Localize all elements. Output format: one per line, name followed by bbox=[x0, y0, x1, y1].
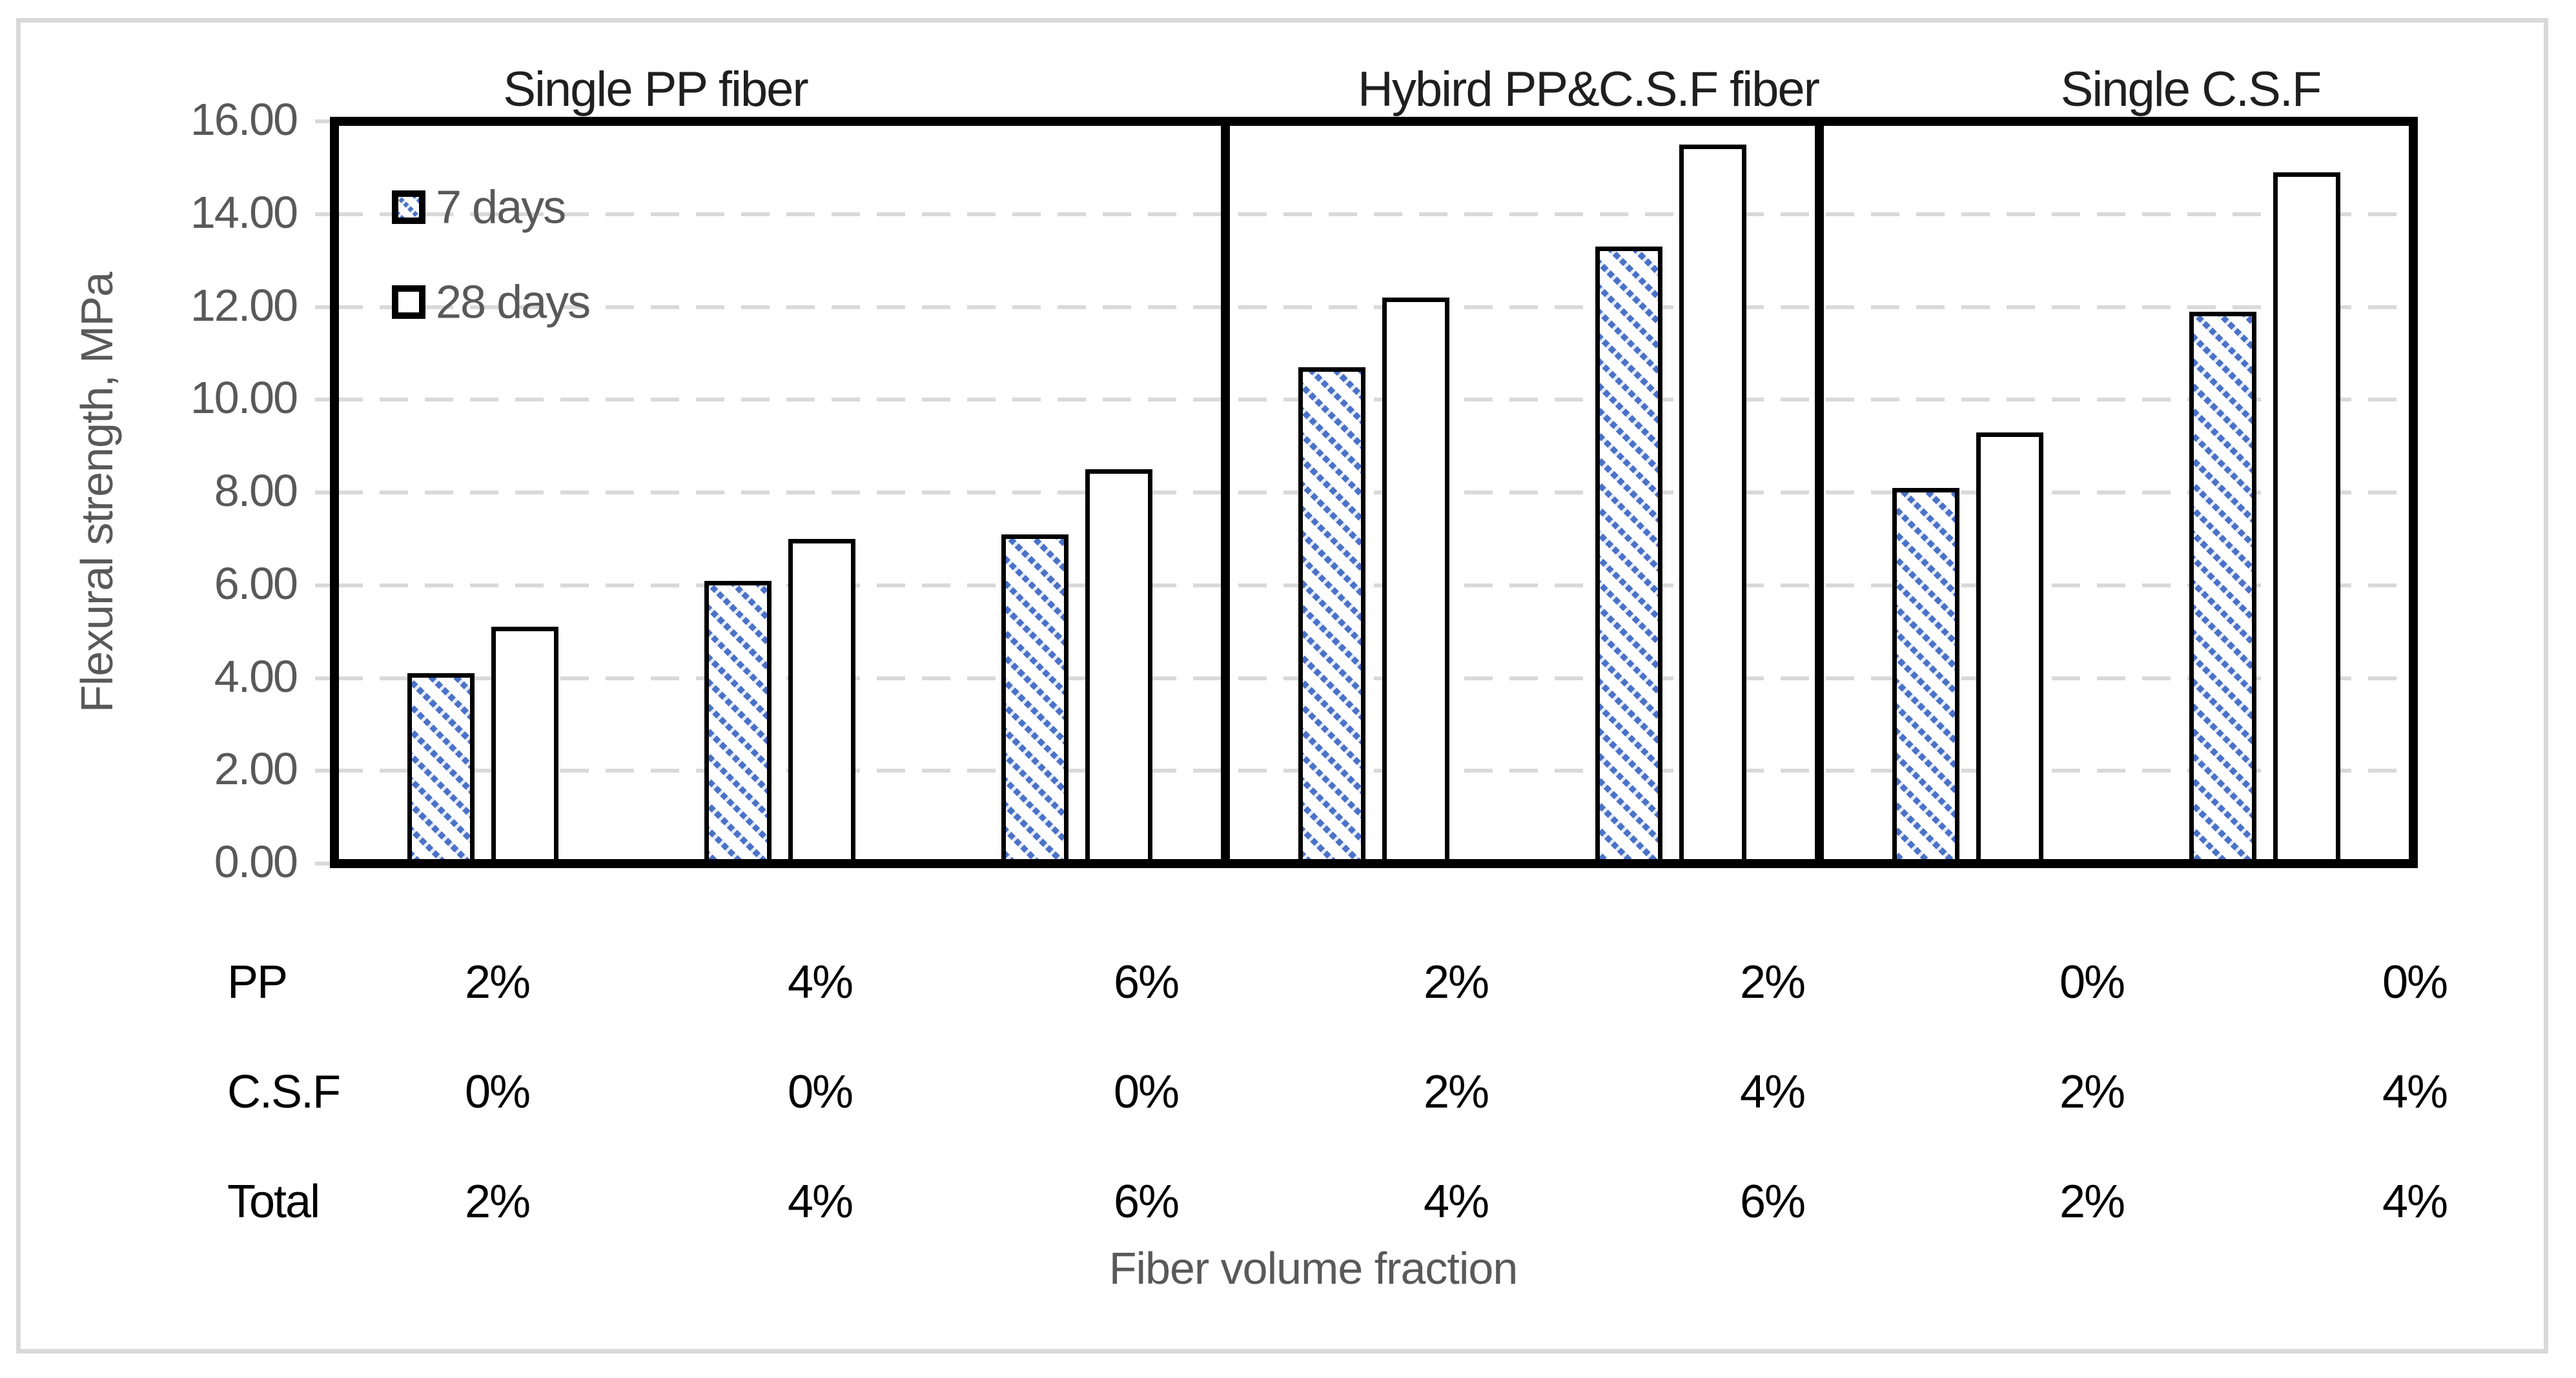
bar-28-days-category-6 bbox=[1976, 432, 2043, 864]
legend-swatch-7-days-hatch-icon bbox=[392, 190, 425, 224]
bar-7-days-category-4 bbox=[1298, 367, 1365, 864]
table-cell-row2-col7: 4% bbox=[2382, 1066, 2448, 1118]
gridline-y-12 bbox=[334, 305, 2413, 309]
table-cell-row1-col4: 2% bbox=[1423, 957, 1489, 1008]
table-cell-row3-col5: 6% bbox=[1739, 1176, 1806, 1228]
y-tick-mark-4 bbox=[315, 676, 334, 680]
y-tick-mark-16 bbox=[315, 119, 334, 123]
y-tick-label-4: 4.00 bbox=[214, 651, 298, 702]
panel-title-hybrid: Hybird PP&C.S.F fiber bbox=[1358, 62, 1820, 117]
gridline-y-2 bbox=[334, 769, 2413, 773]
panel-title-single-csf: Single C.S.F bbox=[2060, 62, 2322, 117]
bar-28-days-category-7 bbox=[2273, 172, 2340, 864]
table-cell-row3-col4: 4% bbox=[1423, 1176, 1489, 1228]
y-tick-mark-12 bbox=[315, 305, 334, 309]
table-row-label-CSF: C.S.F bbox=[227, 1066, 341, 1118]
bar-7-days-category-7 bbox=[2189, 311, 2256, 864]
gridline-y-8 bbox=[334, 491, 2413, 494]
table-cell-row3-col3: 6% bbox=[1113, 1176, 1180, 1228]
bar-7-days-category-2 bbox=[704, 580, 772, 864]
panel-divider-after-category-3 bbox=[1221, 121, 1230, 864]
table-cell-row1-col7: 0% bbox=[2382, 957, 2448, 1008]
x-axis-title: Fiber volume fraction bbox=[1109, 1243, 1518, 1293]
bar-7-days-category-6 bbox=[1892, 487, 1959, 864]
bar-7-days-category-5 bbox=[1595, 247, 1662, 864]
table-cell-row2-col4: 2% bbox=[1423, 1066, 1489, 1118]
table-cell-row1-col5: 2% bbox=[1739, 957, 1806, 1008]
table-cell-row1-col3: 6% bbox=[1113, 957, 1180, 1008]
legend-swatch-28-days-icon bbox=[392, 285, 425, 319]
gridline-y-10 bbox=[334, 398, 2413, 402]
y-tick-mark-2 bbox=[315, 769, 334, 773]
y-tick-mark-0 bbox=[315, 862, 334, 866]
table-cell-row2-col1: 0% bbox=[464, 1066, 531, 1118]
y-tick-label-10: 10.00 bbox=[190, 372, 298, 423]
gridline-y-14 bbox=[334, 212, 2413, 216]
table-cell-row3-col7: 4% bbox=[2382, 1176, 2448, 1228]
table-cell-row2-col3: 0% bbox=[1113, 1066, 1180, 1118]
bar-7-days-category-3 bbox=[1001, 534, 1068, 864]
bar-28-days-category-3 bbox=[1085, 469, 1152, 864]
table-cell-row3-col6: 2% bbox=[2059, 1176, 2125, 1228]
legend-label-7-days: 7 days bbox=[436, 181, 566, 234]
panel-divider-after-category-5 bbox=[1815, 121, 1824, 864]
y-tick-mark-6 bbox=[315, 583, 334, 587]
legend-label-28-days: 28 days bbox=[436, 276, 591, 329]
plot-area-border bbox=[330, 117, 2418, 868]
table-cell-row3-col1: 2% bbox=[464, 1176, 531, 1228]
gridline-y-6 bbox=[334, 583, 2413, 587]
bar-28-days-category-5 bbox=[1679, 144, 1746, 864]
table-cell-row2-col6: 2% bbox=[2059, 1066, 2125, 1118]
table-cell-row1-col2: 4% bbox=[787, 957, 854, 1008]
y-tick-mark-14 bbox=[315, 212, 334, 216]
gridline-y-4 bbox=[334, 676, 2413, 680]
y-tick-label-8: 8.00 bbox=[214, 465, 298, 516]
y-tick-label-14: 14.00 bbox=[190, 187, 298, 238]
table-cell-row2-col2: 0% bbox=[787, 1066, 854, 1118]
y-tick-label-6: 6.00 bbox=[214, 558, 298, 609]
y-tick-label-16: 16.00 bbox=[190, 94, 298, 145]
bar-28-days-category-4 bbox=[1382, 298, 1449, 864]
figure-frame bbox=[16, 18, 2548, 1353]
panel-title-single-pp: Single PP fiber bbox=[503, 62, 808, 117]
table-cell-row2-col5: 4% bbox=[1739, 1066, 1806, 1118]
table-row-label-PP: PP bbox=[227, 957, 288, 1008]
y-tick-label-2: 2.00 bbox=[214, 744, 298, 795]
y-tick-mark-8 bbox=[315, 491, 334, 494]
bar-7-days-category-1 bbox=[407, 673, 475, 864]
bar-28-days-category-1 bbox=[491, 627, 558, 864]
table-row-label-Total: Total bbox=[227, 1176, 320, 1228]
table-cell-row1-col1: 2% bbox=[464, 957, 531, 1008]
table-cell-row3-col2: 4% bbox=[787, 1176, 854, 1228]
y-tick-mark-10 bbox=[315, 398, 334, 402]
y-tick-label-12: 12.00 bbox=[190, 279, 298, 330]
y-tick-label-0: 0.00 bbox=[214, 836, 298, 887]
table-cell-row1-col6: 0% bbox=[2059, 957, 2125, 1008]
